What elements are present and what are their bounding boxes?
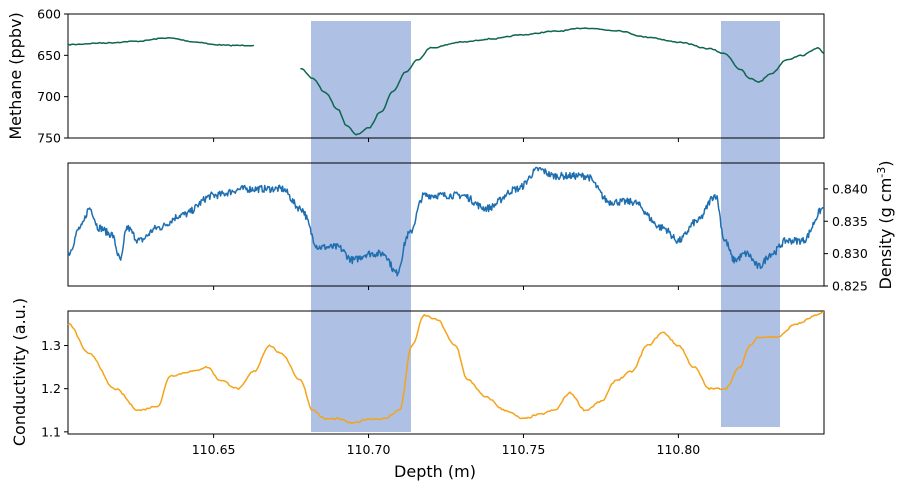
y-tick-label: 0.840 xyxy=(832,181,868,196)
y-tick-label: 0.825 xyxy=(832,279,868,294)
conductivity-y-ticks: 1.1 1.2 1.3 xyxy=(41,338,68,439)
y-tick-label: 700 xyxy=(37,89,61,104)
methane-axes-frame xyxy=(67,13,825,139)
series-line xyxy=(67,311,824,425)
shaded-regions xyxy=(311,21,780,432)
shaded-region xyxy=(311,21,411,432)
conductivity-panel: 1.1 1.2 1.3 110.65 110.70 110.75 110.80 Condu… xyxy=(10,138,825,481)
series-line xyxy=(300,27,825,136)
methane-series xyxy=(67,27,825,136)
x-tick-label: 110.75 xyxy=(502,442,546,457)
y-tick-label: 650 xyxy=(37,48,61,63)
y-tick-label: 1.2 xyxy=(41,381,61,396)
y-tick-label: 750 xyxy=(37,131,61,146)
shaded-region xyxy=(721,21,780,427)
x-tick-label: 110.80 xyxy=(657,442,701,457)
depth-x-ticks: 110.65 110.70 110.75 110.80 xyxy=(192,138,701,457)
y-tick-label: 0.830 xyxy=(832,246,868,261)
density-series xyxy=(67,166,825,277)
conductivity-axes-frame xyxy=(67,310,825,435)
depth-x-label: Depth (m) xyxy=(394,462,476,481)
y-tick-label: 1.1 xyxy=(41,424,61,439)
methane-panel: 600 650 700 750 Methane (ppbv) xyxy=(6,7,825,146)
density-y-label-exponent: -3 xyxy=(875,167,888,178)
series-line xyxy=(67,166,825,277)
density-y-label-close: ) xyxy=(876,161,895,167)
conductivity-series xyxy=(67,311,824,425)
density-y-label: Density (g cm-3) xyxy=(875,161,895,290)
series-line xyxy=(67,36,255,47)
y-tick-label: 1.3 xyxy=(41,338,61,353)
density-axes-frame xyxy=(67,162,825,287)
density-y-label-base: Density (g cm xyxy=(876,178,895,290)
x-tick-label: 110.65 xyxy=(192,442,236,457)
methane-y-ticks: 600 650 700 750 xyxy=(37,7,68,146)
density-panel: 0.825 0.830 0.835 0.840 Density (g cm-3) xyxy=(67,161,895,294)
y-tick-label: 600 xyxy=(37,7,61,22)
conductivity-y-label: Conductivity (a.u.) xyxy=(10,298,29,446)
y-tick-label: 0.835 xyxy=(832,214,868,229)
x-tick-label: 110.70 xyxy=(347,442,391,457)
methane-y-label: Methane (ppbv) xyxy=(6,12,25,139)
density-y-ticks: 0.825 0.830 0.835 0.840 xyxy=(824,181,868,294)
